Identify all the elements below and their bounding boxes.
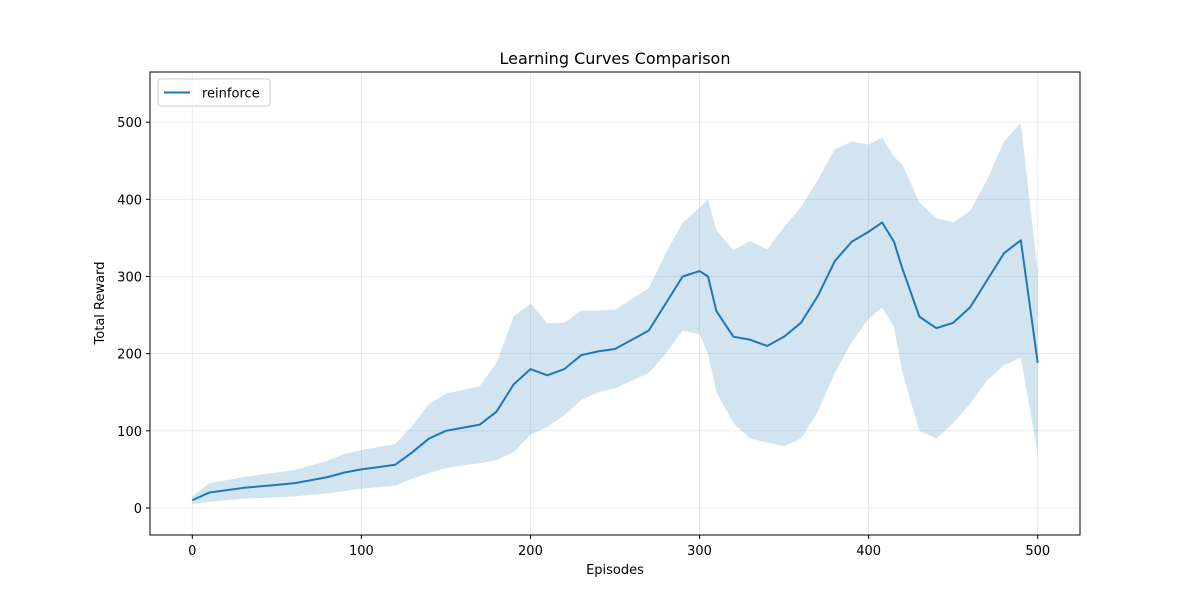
y-tick-label: 200 bbox=[117, 348, 142, 363]
x-tick-label: 0 bbox=[188, 544, 196, 559]
y-tick-label: 400 bbox=[117, 193, 142, 208]
x-tick-label: 200 bbox=[518, 544, 543, 559]
y-tick-label: 300 bbox=[117, 270, 142, 285]
x-tick-label: 400 bbox=[856, 544, 881, 559]
legend-label-reinforce: reinforce bbox=[202, 87, 260, 102]
y-axis-label: Total Reward bbox=[93, 262, 108, 346]
x-tick-label: 100 bbox=[349, 544, 374, 559]
y-tick-label: 100 bbox=[117, 425, 142, 440]
x-tick-label: 300 bbox=[687, 544, 712, 559]
y-tick-label: 500 bbox=[117, 116, 142, 131]
x-tick-label: 500 bbox=[1025, 544, 1050, 559]
y-tick-label: 0 bbox=[134, 502, 142, 517]
axes-background bbox=[150, 72, 1080, 535]
x-axis-label: Episodes bbox=[586, 563, 644, 578]
legend-box bbox=[157, 78, 271, 107]
plot-area: 0 100 200 300 400 500 0 100 200 300 400 500 bbox=[117, 71, 1081, 559]
legend: reinforce bbox=[157, 78, 271, 107]
series-band-reinforce bbox=[192, 122, 1038, 505]
axes-frame bbox=[149, 71, 1081, 536]
series-line-reinforce bbox=[191, 221, 1039, 502]
chart-title: Learning Curves Comparison bbox=[500, 49, 731, 68]
